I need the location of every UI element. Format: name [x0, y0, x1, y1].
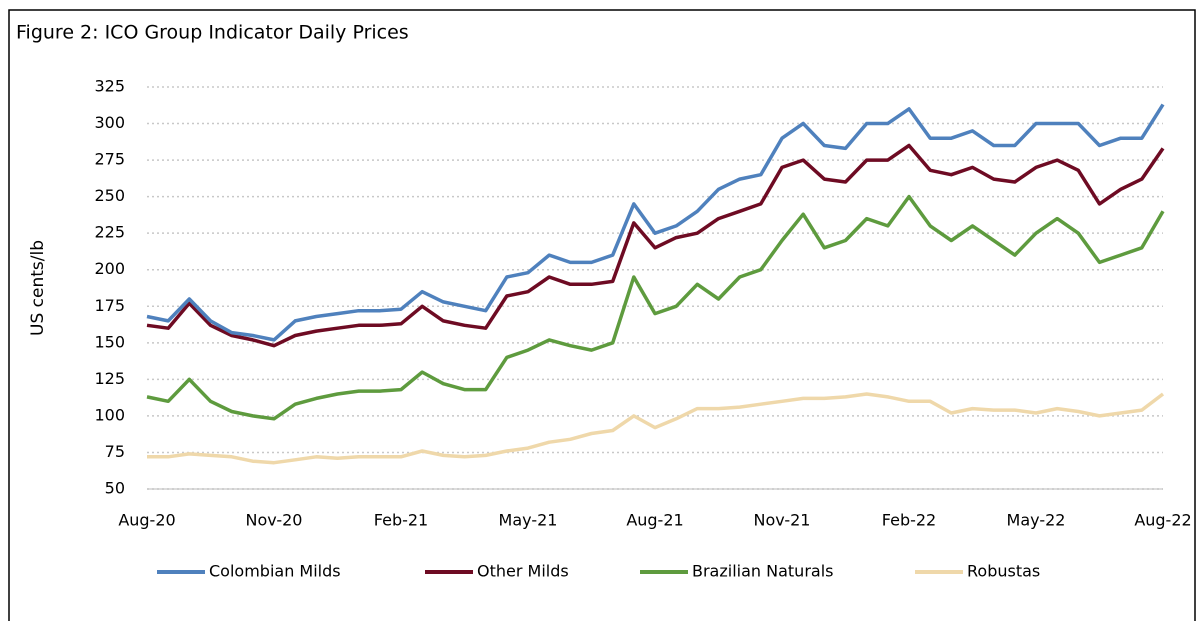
series-line — [146, 143, 1165, 348]
x-tick-label: Aug-22 — [1134, 511, 1191, 530]
x-tick-label: Feb-21 — [374, 511, 428, 530]
y-tick-label: 150 — [94, 332, 125, 351]
series-line — [146, 194, 1165, 421]
y-tick-label: 325 — [94, 77, 125, 96]
y-axis-label: US cents/lb — [28, 240, 48, 336]
x-tick-label: Nov-20 — [246, 511, 303, 530]
x-tick-label: Feb-22 — [882, 511, 936, 530]
y-tick-label: 175 — [94, 296, 125, 315]
x-tick-label: Aug-20 — [118, 511, 175, 530]
legend-label: Brazilian Naturals — [692, 562, 833, 581]
series-line — [146, 103, 1165, 342]
legend-label: Other Milds — [477, 562, 569, 581]
y-tick-label: 125 — [94, 369, 125, 388]
y-tick-label: 275 — [94, 150, 125, 169]
frame — [8, 9, 1196, 625]
y-tick-label: 250 — [94, 186, 125, 205]
x-tick-label: Nov-21 — [754, 511, 811, 530]
y-tick-label: 300 — [94, 113, 125, 132]
x-tick-label: May-21 — [499, 511, 558, 530]
series-line — [147, 392, 1165, 465]
x-tick-label: May-22 — [1007, 511, 1066, 530]
x-tick-label: Aug-21 — [626, 511, 683, 530]
y-tick-label: 200 — [94, 259, 125, 278]
y-tick-label: 225 — [94, 223, 125, 242]
legend-label: Colombian Milds — [209, 562, 341, 581]
legend-label: Robustas — [967, 562, 1040, 581]
y-tick-label: 50 — [105, 479, 125, 498]
y-tick-label: 100 — [94, 405, 125, 424]
chart-title: Figure 2: ICO Group Indicator Daily Pric… — [16, 22, 409, 44]
y-tick-label: 75 — [105, 442, 125, 461]
